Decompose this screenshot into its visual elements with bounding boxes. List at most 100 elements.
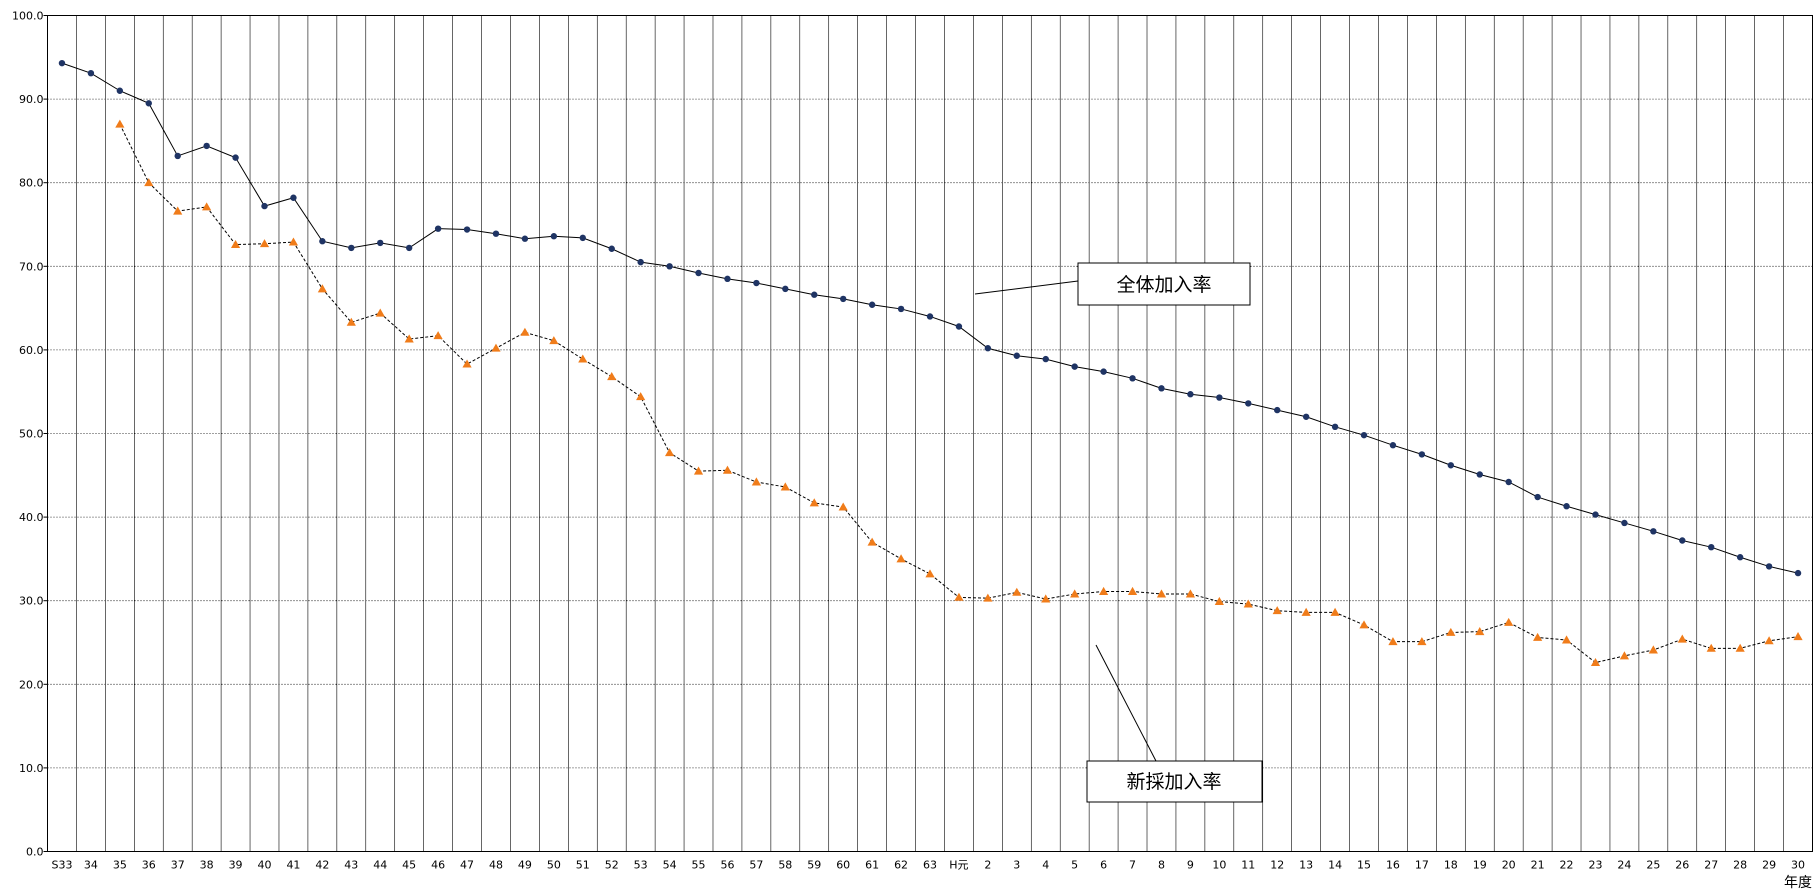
data-point-circle [1476, 471, 1483, 478]
x-tick-label: 63 [923, 859, 937, 872]
data-point-triangle [1156, 589, 1167, 598]
data-point-triangle [664, 448, 675, 457]
data-point-circle [1447, 462, 1455, 469]
x-tick-label: 4 [1042, 859, 1049, 872]
x-tick-label: 51 [576, 859, 590, 872]
x-tick-label: 15 [1357, 859, 1371, 872]
data-point-triangle [317, 284, 327, 293]
data-point-triangle [722, 465, 733, 474]
data-point-triangle [1330, 607, 1340, 616]
x-tick-label: 26 [1675, 859, 1689, 872]
data-point-circle [405, 244, 413, 252]
data-point-circle [1158, 385, 1165, 392]
x-tick-label: 27 [1704, 859, 1718, 872]
x-tick-label: 37 [171, 859, 185, 872]
data-point-circle [839, 295, 847, 303]
data-point-circle [608, 245, 615, 252]
callout-all: 全体加入率 [1077, 262, 1251, 306]
data-point-triangle [867, 537, 877, 546]
x-tick-label: 34 [84, 859, 98, 872]
x-tick-label: 20 [1502, 859, 1516, 872]
x-tick-label: 14 [1328, 859, 1342, 872]
x-tick-label: 9 [1187, 859, 1194, 872]
data-point-circle [1418, 451, 1426, 458]
x-tick-label: 42 [315, 859, 329, 872]
x-tick-label: 11 [1241, 859, 1255, 872]
data-point-triangle [1764, 636, 1774, 645]
data-point-circle [1389, 442, 1397, 449]
x-tick-label: 41 [286, 859, 300, 872]
data-point-circle [1245, 400, 1252, 407]
data-point-triangle [838, 502, 848, 511]
data-point-circle [1042, 355, 1049, 363]
y-tick-label: 80.0 [19, 177, 44, 190]
data-point-circle [1505, 478, 1512, 486]
data-point-circle [174, 152, 181, 160]
data-point-circle [695, 269, 702, 277]
data-point-triangle [346, 317, 356, 326]
x-tick-label: H元 [949, 859, 968, 872]
data-point-circle [87, 69, 95, 77]
x-tick-label: 52 [605, 859, 619, 872]
callout-new-box [1086, 760, 1263, 803]
callout-all-box [1077, 262, 1251, 306]
data-point-triangle [983, 593, 993, 602]
data-point-triangle [1446, 627, 1456, 636]
data-point-triangle [115, 119, 125, 128]
data-point-circle [521, 235, 529, 242]
data-point-circle [1360, 431, 1368, 439]
data-point-circle [377, 239, 384, 247]
y-tick-label: 100.0 [12, 10, 44, 23]
data-point-triangle [520, 327, 530, 336]
data-point-circle [1331, 423, 1339, 431]
data-point-circle [492, 230, 500, 237]
y-tick-label: 70.0 [19, 260, 44, 273]
data-point-triangle [1070, 589, 1080, 598]
data-point-triangle [462, 359, 472, 368]
data-point-triangle [1272, 606, 1282, 615]
data-point-circle [782, 285, 789, 293]
data-point-triangle [1127, 586, 1138, 595]
x-tick-label: 48 [489, 859, 503, 872]
x-tick-label: 10 [1212, 859, 1226, 872]
data-point-triangle [1735, 643, 1745, 652]
callout-leader-new [1095, 644, 1157, 762]
data-point-circle [261, 202, 268, 210]
x-tick-label: 30 [1791, 859, 1805, 872]
data-point-triangle [144, 178, 154, 187]
data-point-triangle [1243, 599, 1253, 608]
data-point-circle [1534, 493, 1541, 501]
data-point-triangle [1677, 634, 1687, 643]
data-point-circle [1765, 563, 1773, 570]
grid [47, 15, 1813, 852]
data-point-circle [926, 313, 934, 320]
data-point-triangle [1475, 627, 1485, 636]
x-tick-label: 60 [836, 859, 850, 872]
data-point-circle [434, 225, 442, 232]
data-point-triangle [896, 554, 906, 563]
x-tick-label: 58 [778, 859, 792, 872]
y-tick-label: 30.0 [19, 595, 44, 608]
data-point-circle [1650, 528, 1657, 535]
data-point-triangle [1648, 645, 1658, 654]
data-point-circle [753, 279, 760, 287]
data-point-circle [1216, 394, 1223, 401]
data-point-triangle [288, 237, 299, 246]
data-point-triangle [607, 372, 617, 381]
data-point-triangle [1533, 632, 1543, 641]
data-point-triangle [202, 202, 212, 211]
data-point-triangle [1504, 617, 1514, 626]
y-axis: 0.0 10.0 20.0 30.0 40.0 50.0 60.0 70.0 80.0 90.0 1… [12, 10, 48, 859]
x-tick-label: 62 [894, 859, 908, 872]
data-point-triangle [1619, 651, 1630, 660]
x-tick-label: 55 [692, 859, 706, 872]
data-point-circle [145, 100, 152, 107]
data-point-triangle [1417, 637, 1427, 646]
data-point-circle [1621, 519, 1628, 527]
x-axis: S33 34 35 36 37 38 39 40 41 42 43 44 45 46 47 48 49 50 51 5… [51, 859, 1805, 872]
x-tick-label: 36 [142, 859, 156, 872]
data-point-circle [203, 142, 210, 150]
x-tick-label: S33 [51, 859, 72, 872]
